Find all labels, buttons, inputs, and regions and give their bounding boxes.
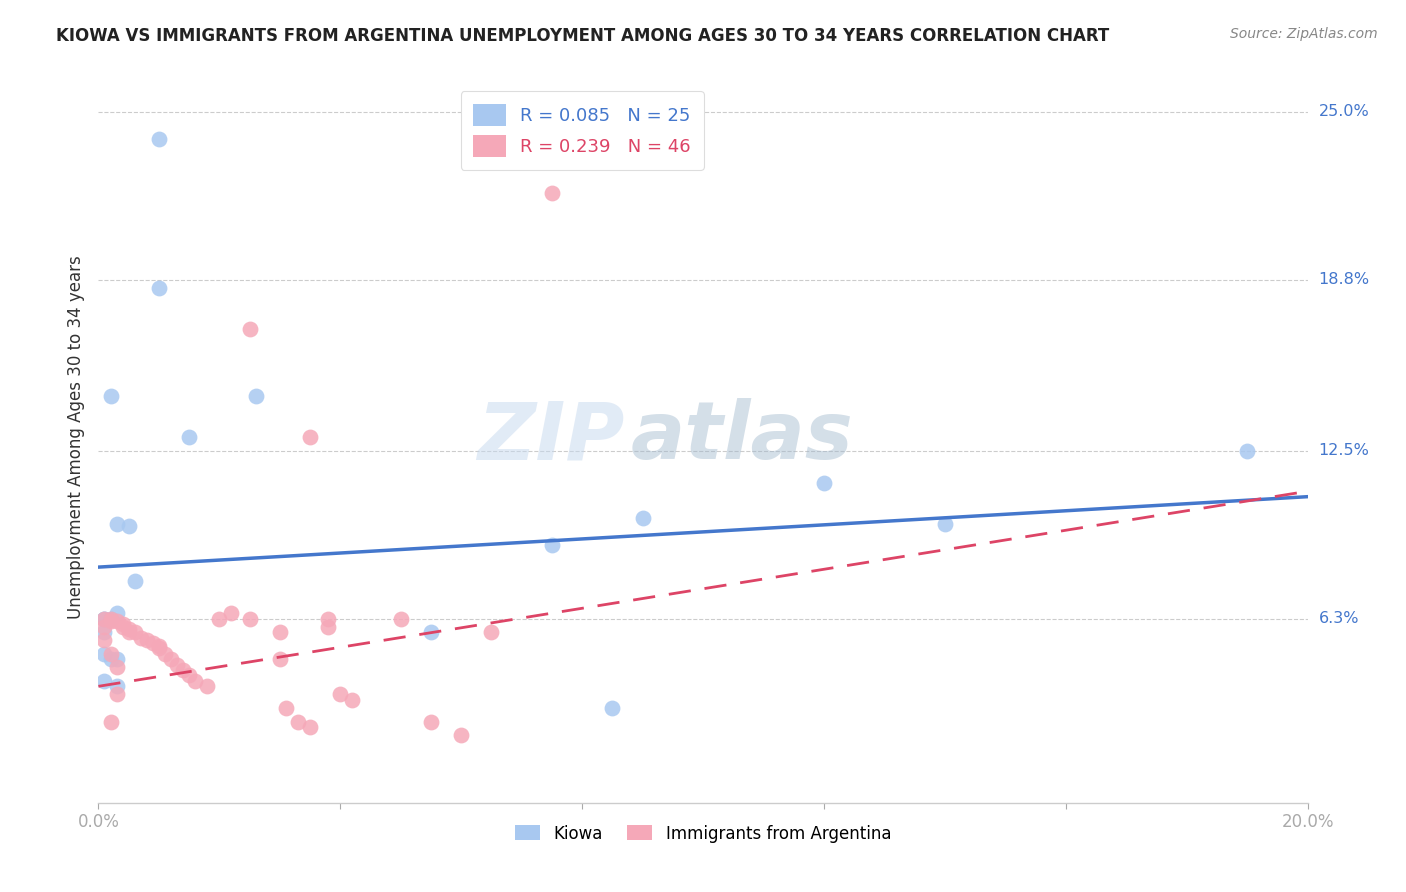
Point: [299, 430, 322, 444]
Point: [631, 511, 654, 525]
Point: [172, 663, 194, 677]
Point: [100, 611, 122, 625]
Text: 18.8%: 18.8%: [1319, 272, 1369, 287]
Y-axis label: Unemployment Among Ages 30 to 34 years: Unemployment Among Ages 30 to 34 years: [66, 255, 84, 619]
Point: [299, 720, 322, 734]
Point: [105, 660, 128, 674]
Point: [93, 647, 115, 661]
Point: [148, 281, 170, 295]
Point: [100, 652, 122, 666]
Text: atlas: atlas: [630, 398, 853, 476]
Point: [179, 668, 201, 682]
Point: [118, 519, 141, 533]
Point: [135, 633, 157, 648]
Point: [1236, 443, 1258, 458]
Text: ZIP: ZIP: [477, 398, 624, 476]
Point: [148, 639, 170, 653]
Point: [342, 693, 364, 707]
Point: [813, 476, 835, 491]
Point: [389, 611, 412, 625]
Point: [239, 611, 262, 625]
Point: [239, 322, 262, 336]
Point: [93, 611, 115, 625]
Point: [105, 615, 128, 629]
Point: [93, 625, 115, 640]
Point: [100, 389, 122, 403]
Point: [208, 611, 231, 625]
Point: [316, 620, 339, 634]
Point: [316, 611, 339, 625]
Point: [93, 611, 115, 625]
Legend: Kiowa, Immigrants from Argentina: Kiowa, Immigrants from Argentina: [508, 818, 898, 849]
Point: [602, 701, 624, 715]
Point: [129, 631, 152, 645]
Point: [934, 516, 956, 531]
Point: [118, 623, 141, 637]
Point: [105, 606, 128, 620]
Point: [221, 606, 243, 620]
Point: [111, 617, 134, 632]
Point: [540, 538, 562, 552]
Text: 25.0%: 25.0%: [1319, 104, 1369, 120]
Point: [105, 679, 128, 693]
Point: [100, 615, 122, 629]
Point: [124, 625, 146, 640]
Point: [166, 657, 188, 672]
Point: [93, 633, 115, 648]
Text: 6.3%: 6.3%: [1319, 611, 1360, 626]
Point: [329, 688, 352, 702]
Point: [124, 574, 146, 588]
Point: [420, 625, 443, 640]
Point: [450, 728, 472, 742]
Point: [111, 620, 134, 634]
Point: [184, 673, 207, 688]
Point: [481, 625, 503, 640]
Point: [148, 132, 170, 146]
Point: [195, 679, 218, 693]
Point: [269, 625, 291, 640]
Point: [540, 186, 562, 201]
Point: [93, 673, 115, 688]
Point: [160, 652, 183, 666]
Point: [93, 620, 115, 634]
Point: [100, 647, 122, 661]
Point: [100, 714, 122, 729]
Text: Source: ZipAtlas.com: Source: ZipAtlas.com: [1230, 27, 1378, 41]
Point: [100, 611, 122, 625]
Text: KIOWA VS IMMIGRANTS FROM ARGENTINA UNEMPLOYMENT AMONG AGES 30 TO 34 YEARS CORREL: KIOWA VS IMMIGRANTS FROM ARGENTINA UNEMP…: [56, 27, 1109, 45]
Point: [105, 516, 128, 531]
Point: [269, 652, 291, 666]
Point: [105, 652, 128, 666]
Point: [118, 625, 141, 640]
Point: [179, 430, 201, 444]
Point: [148, 641, 170, 656]
Point: [142, 636, 165, 650]
Point: [287, 714, 309, 729]
Point: [93, 611, 115, 625]
Point: [245, 389, 267, 403]
Point: [420, 714, 443, 729]
Text: 12.5%: 12.5%: [1319, 443, 1369, 458]
Point: [153, 647, 176, 661]
Point: [274, 701, 297, 715]
Point: [105, 688, 128, 702]
